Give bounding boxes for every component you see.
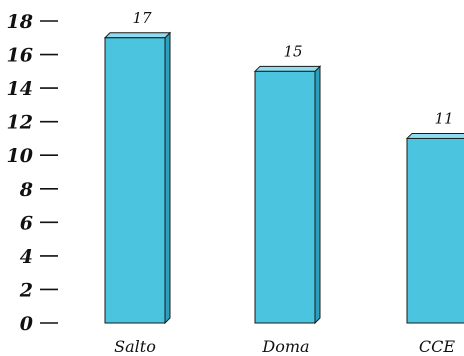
y-tick-label: 14 [7,78,33,100]
bar-front-face [254,70,316,324]
y-tick-label: 4 [20,246,33,268]
y-tick-label: 12 [7,112,33,134]
bar-front-face [406,137,464,324]
bar-top-face [405,132,464,139]
bar-salto: 17 [103,9,172,325]
y-tick-label: 2 [19,279,33,301]
y-tick-label: 8 [19,179,33,201]
bar-cce: 11 [405,109,464,324]
bar-value-label: 15 [283,42,302,60]
x-category-label: Salto [114,337,156,356]
bar-front-face [104,37,166,324]
y-tick-label: 10 [7,145,33,167]
y-tick-label: 0 [20,313,33,335]
bar-side-face [164,31,171,325]
bar-top-face [103,32,172,39]
bar-top-face [253,65,322,72]
y-tick-label: 18 [7,11,33,33]
x-category-label: Doma [261,337,309,356]
y-tick-label: 6 [20,212,33,234]
y-tick-label: 16 [7,45,33,67]
bars: 17 15 11 [103,9,464,325]
bar-doma: 15 [253,42,322,325]
x-category-label: CCE [419,337,455,356]
x-axis: Salto Doma CCE [114,337,455,356]
bar-value-label: 17 [132,9,152,27]
bar-side-face [314,65,321,325]
bar-value-label: 11 [434,109,453,127]
y-axis: 0 2 4 6 8 10 12 14 16 18 [7,11,58,335]
